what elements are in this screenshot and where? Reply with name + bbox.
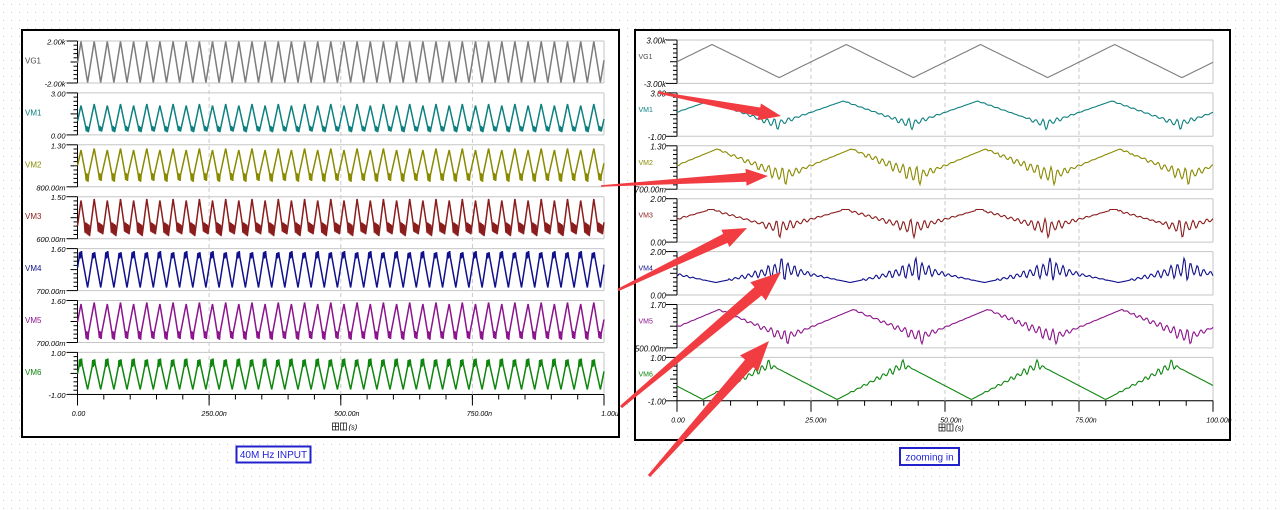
svg-text:0.00: 0.00 bbox=[650, 239, 666, 248]
svg-text:700.00m: 700.00m bbox=[36, 339, 65, 348]
svg-text:zooming in: zooming in bbox=[905, 453, 953, 464]
svg-text:-2.00k: -2.00k bbox=[45, 80, 67, 89]
svg-text:1.60: 1.60 bbox=[51, 297, 66, 306]
svg-text:25.00n: 25.00n bbox=[804, 417, 827, 424]
svg-text:1.00: 1.00 bbox=[51, 349, 66, 358]
svg-text:1.70: 1.70 bbox=[650, 301, 666, 310]
svg-text:-1.00: -1.00 bbox=[48, 391, 66, 400]
svg-text:0.00: 0.00 bbox=[671, 417, 685, 424]
svg-text:VM1: VM1 bbox=[639, 107, 654, 114]
svg-text:VM4: VM4 bbox=[25, 264, 42, 273]
svg-text:0.00: 0.00 bbox=[72, 411, 86, 418]
svg-text:3.00: 3.00 bbox=[650, 89, 666, 98]
svg-text:VG1: VG1 bbox=[639, 54, 653, 61]
svg-text:-1.00: -1.00 bbox=[648, 397, 667, 406]
svg-text:(s): (s) bbox=[349, 423, 358, 432]
svg-text:2.00k: 2.00k bbox=[46, 38, 67, 47]
svg-text:0.00: 0.00 bbox=[51, 131, 66, 140]
svg-text:750.00n: 750.00n bbox=[467, 411, 492, 418]
svg-text:100.00n: 100.00n bbox=[1206, 417, 1231, 424]
svg-text:-3.00k: -3.00k bbox=[644, 80, 667, 89]
svg-text:700.00m: 700.00m bbox=[635, 186, 666, 195]
svg-text:40M Hz INPUT: 40M Hz INPUT bbox=[240, 450, 307, 461]
svg-text:VM3: VM3 bbox=[25, 212, 42, 221]
svg-text:50.00n: 50.00n bbox=[940, 417, 962, 424]
svg-text:VG1: VG1 bbox=[25, 57, 42, 66]
svg-text:2.00: 2.00 bbox=[649, 248, 666, 257]
svg-text:VM5: VM5 bbox=[25, 316, 42, 325]
svg-text:VM1: VM1 bbox=[25, 108, 42, 117]
svg-text:700.00m: 700.00m bbox=[36, 287, 65, 296]
svg-text:VM4: VM4 bbox=[639, 266, 654, 273]
svg-text:2.00: 2.00 bbox=[649, 195, 666, 204]
svg-text:(s): (s) bbox=[955, 424, 964, 433]
svg-text:VM5: VM5 bbox=[639, 319, 654, 326]
svg-text:VM3: VM3 bbox=[639, 213, 654, 220]
svg-text:1.60: 1.60 bbox=[51, 245, 66, 254]
svg-text:VM6: VM6 bbox=[639, 371, 654, 378]
svg-text:1.30: 1.30 bbox=[650, 142, 666, 151]
svg-text:0.00: 0.00 bbox=[650, 292, 666, 301]
svg-text:1.00: 1.00 bbox=[650, 354, 666, 363]
svg-text:1.30: 1.30 bbox=[51, 141, 66, 150]
svg-text:600.00m: 600.00m bbox=[36, 235, 65, 244]
svg-text:250.00n: 250.00n bbox=[200, 411, 226, 418]
svg-text:1.00u: 1.00u bbox=[601, 411, 619, 418]
svg-text:500.00m: 500.00m bbox=[635, 344, 666, 353]
svg-text:3.00k: 3.00k bbox=[646, 37, 667, 46]
svg-text:VM2: VM2 bbox=[639, 160, 654, 167]
svg-text:500.00n: 500.00n bbox=[334, 411, 359, 418]
svg-text:3.00: 3.00 bbox=[51, 89, 66, 98]
svg-text:VM2: VM2 bbox=[25, 160, 42, 169]
svg-text:VM6: VM6 bbox=[25, 368, 42, 377]
svg-text:1.50: 1.50 bbox=[51, 193, 66, 202]
svg-text:75.00n: 75.00n bbox=[1075, 417, 1097, 424]
svg-text:800.00m: 800.00m bbox=[36, 183, 65, 192]
svg-text:-1.00: -1.00 bbox=[648, 133, 667, 142]
